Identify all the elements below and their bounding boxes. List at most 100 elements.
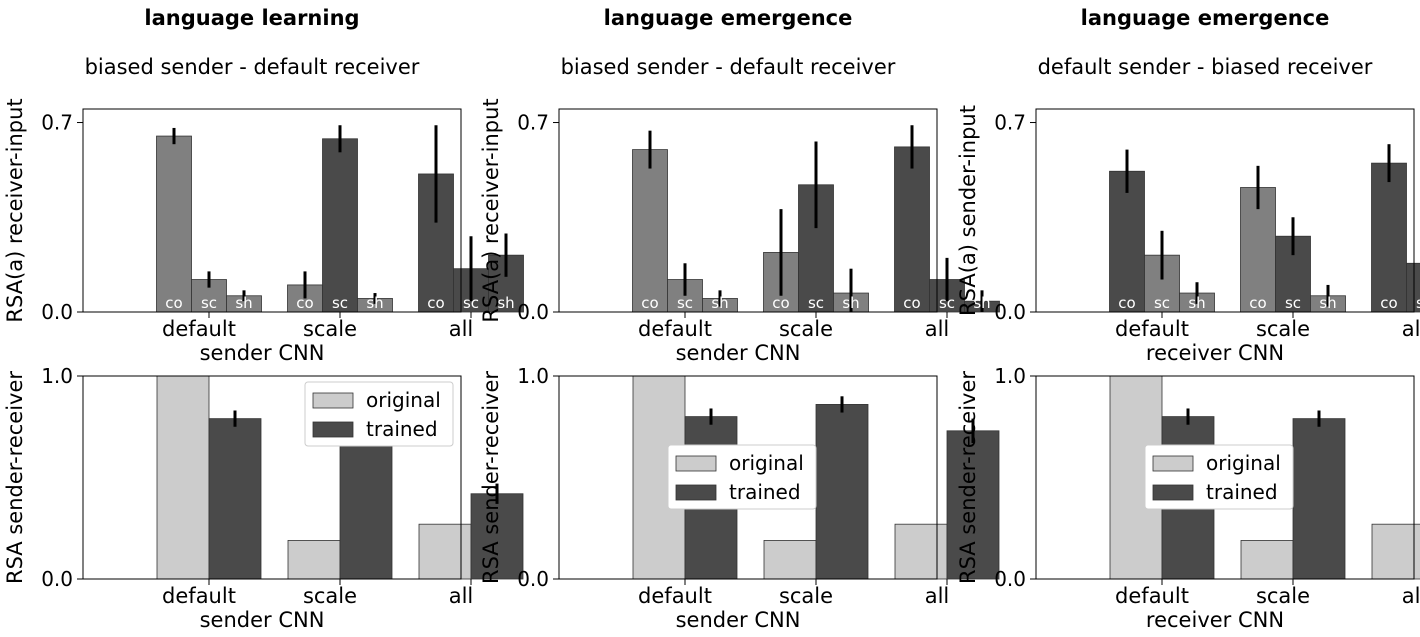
bar-label: sh [497, 294, 514, 312]
x-tick-label: scale [779, 584, 833, 608]
legend-swatch [675, 455, 717, 472]
x-axis-label: sender CNN [200, 608, 325, 632]
x-axis-label: receiver CNN [1146, 341, 1284, 365]
legend-swatch [675, 484, 717, 501]
bar [1371, 162, 1407, 313]
bar [156, 135, 192, 313]
bar-label: co [1380, 294, 1397, 312]
y-axis-label: RSA sender-receiver [956, 371, 980, 584]
y-tick-label: 0.0 [517, 567, 549, 591]
panel-title: language emergence [604, 6, 853, 30]
y-tick-label: 1.0 [517, 364, 549, 388]
bar [815, 404, 869, 580]
bar-label: co [427, 294, 444, 312]
bar-label: co [641, 294, 658, 312]
legend-label: original [1206, 451, 1281, 475]
bar-label: sc [201, 294, 217, 312]
x-tick-label: default [162, 584, 236, 608]
bar-label: sc [332, 294, 348, 312]
plot-frame [558, 375, 938, 580]
bar-label: co [772, 294, 789, 312]
x-tick-label: scale [1256, 317, 1310, 341]
legend-swatch [312, 392, 354, 409]
legend-label: trained [729, 480, 801, 504]
bar-label: co [903, 294, 920, 312]
x-tick-label: scale [303, 317, 357, 341]
bar [287, 540, 341, 580]
x-tick-label: all [1402, 584, 1420, 608]
bar [1240, 540, 1294, 580]
bar [156, 375, 210, 580]
y-tick-label: 0.0 [41, 300, 73, 324]
bar [1109, 170, 1145, 313]
bar-label: sh [711, 294, 728, 312]
bar [946, 430, 1000, 580]
panel-subtitle: default sender - biased receiver [1038, 55, 1373, 79]
bar-label: sh [235, 294, 252, 312]
bar [322, 138, 358, 313]
panel-subtitle: biased sender - default receiver [85, 55, 420, 79]
bar-label: sc [1416, 294, 1420, 312]
y-tick-label: 0.7 [994, 111, 1026, 135]
bar-label: sh [973, 294, 990, 312]
bar-label: co [165, 294, 182, 312]
bar-label: sc [939, 294, 955, 312]
legend-label: original [366, 388, 441, 412]
bar-label: co [1249, 294, 1266, 312]
x-tick-label: scale [303, 584, 357, 608]
bar [894, 146, 930, 313]
plot-frame [82, 108, 462, 313]
bar [418, 523, 472, 580]
bar [1292, 418, 1346, 580]
y-tick-label: 0.0 [41, 567, 73, 591]
bar [632, 149, 668, 313]
y-tick-label: 1.0 [994, 364, 1026, 388]
x-tick-label: all [1402, 317, 1420, 341]
bar [1144, 254, 1180, 313]
x-tick-label: scale [779, 317, 833, 341]
legend-label: trained [1206, 480, 1278, 504]
y-tick-label: 0.7 [41, 111, 73, 135]
legend-swatch [312, 421, 354, 438]
x-tick-label: all [925, 584, 950, 608]
bar-label: sc [1285, 294, 1301, 312]
x-tick-label: default [638, 317, 712, 341]
plot-frame [82, 375, 462, 580]
x-axis-label: sender CNN [200, 341, 325, 365]
legend-swatch [1152, 455, 1194, 472]
bar-label: sc [677, 294, 693, 312]
bar-label: co [296, 294, 313, 312]
x-tick-label: all [925, 317, 950, 341]
plot-frame [1035, 108, 1415, 313]
x-tick-label: all [449, 317, 474, 341]
bar [1406, 262, 1420, 313]
bar [894, 523, 948, 580]
bar-label: sc [463, 294, 479, 312]
x-axis-label: sender CNN [676, 608, 801, 632]
legend-label: original [729, 451, 804, 475]
bar [1371, 523, 1420, 580]
y-tick-label: 1.0 [41, 364, 73, 388]
y-tick-label: 0.0 [517, 300, 549, 324]
bar-label: sh [366, 294, 383, 312]
legend-label: trained [366, 417, 438, 441]
x-tick-label: scale [1256, 584, 1310, 608]
y-axis-label: RSA(a) receiver-input [479, 98, 503, 322]
y-axis-label: RSA(a) sender-input [956, 105, 980, 316]
x-tick-label: all [449, 584, 474, 608]
panel-title: language emergence [1081, 6, 1330, 30]
panel-title: language learning [144, 6, 359, 30]
y-axis-label: RSA sender-receiver [3, 371, 27, 584]
plot-frame [1035, 375, 1415, 580]
plot-frame [558, 108, 938, 313]
bar [763, 540, 817, 580]
y-axis-label: RSA sender-receiver [479, 371, 503, 584]
x-tick-label: default [1115, 584, 1189, 608]
x-axis-label: sender CNN [676, 341, 801, 365]
y-tick-label: 0.7 [517, 111, 549, 135]
x-tick-label: default [638, 584, 712, 608]
x-axis-label: receiver CNN [1146, 608, 1284, 632]
x-tick-label: default [162, 317, 236, 341]
y-tick-label: 0.0 [994, 300, 1026, 324]
legend-swatch [1152, 484, 1194, 501]
